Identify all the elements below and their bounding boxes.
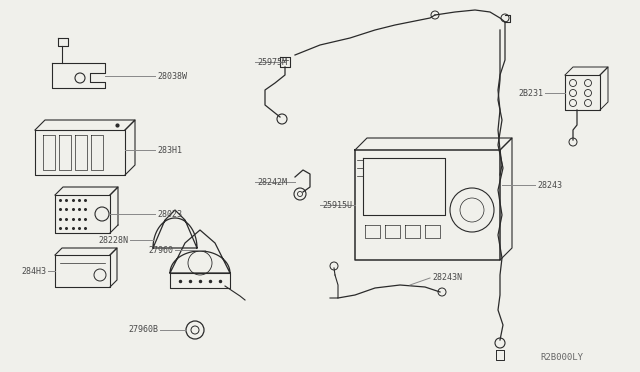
Text: 27960: 27960 (148, 246, 173, 254)
Text: 28228N: 28228N (98, 235, 128, 244)
Text: 284H3: 284H3 (21, 266, 46, 276)
Text: 28243N: 28243N (432, 273, 462, 282)
Text: 2B231: 2B231 (518, 89, 543, 97)
Text: 283H1: 283H1 (157, 145, 182, 154)
Text: 28242M: 28242M (257, 177, 287, 186)
Text: 25915U: 25915U (322, 201, 352, 209)
Text: 25975M: 25975M (257, 58, 287, 67)
Text: R2B000LY: R2B000LY (540, 353, 583, 362)
Text: 27960B: 27960B (128, 326, 158, 334)
Text: 28023: 28023 (157, 209, 182, 218)
Text: 28243: 28243 (537, 180, 562, 189)
Text: 28038W: 28038W (157, 71, 187, 80)
